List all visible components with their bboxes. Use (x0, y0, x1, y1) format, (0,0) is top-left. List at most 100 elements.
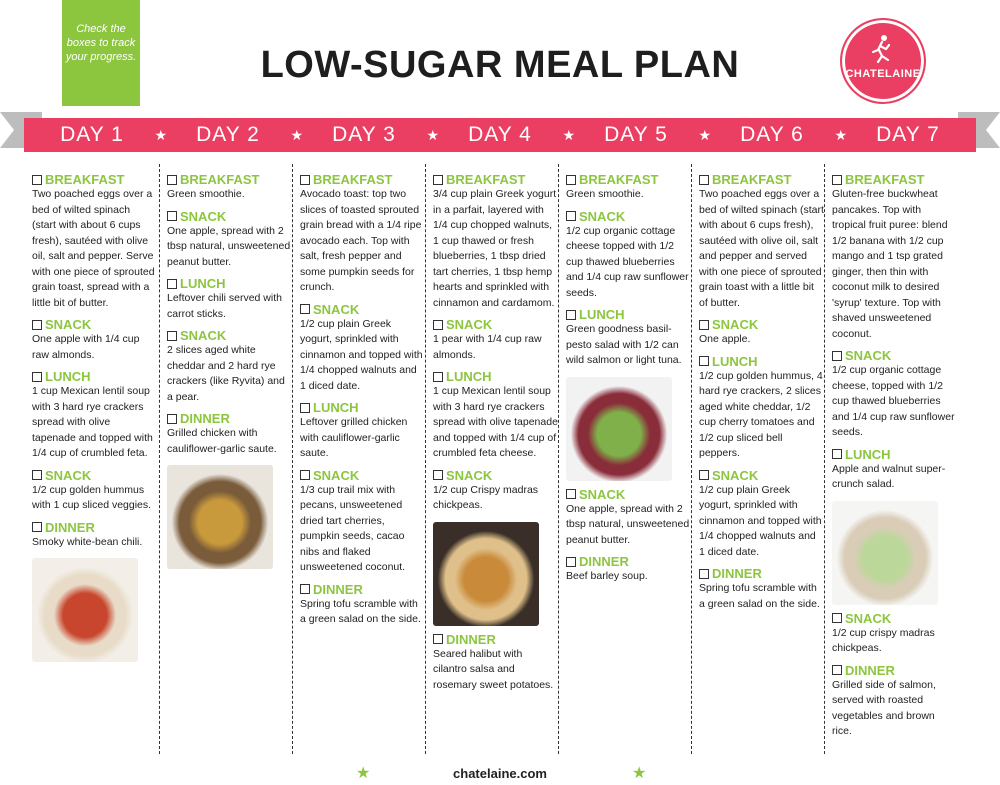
meal-label: SNACK (45, 467, 92, 483)
food-photo (32, 558, 138, 662)
checkbox[interactable] (832, 350, 842, 361)
checkbox[interactable] (832, 665, 842, 675)
checkbox[interactable] (300, 304, 310, 314)
checkbox[interactable] (167, 330, 177, 341)
day-column: BREAKFAST Two poached eggs over a bed of … (32, 164, 159, 754)
meal-columns: BREAKFAST Two poached eggs over a bed of … (32, 164, 968, 754)
checkbox[interactable] (566, 174, 576, 185)
meal-label: SNACK (313, 467, 360, 483)
meal-heading: SNACK (167, 328, 292, 343)
checkbox[interactable] (300, 470, 310, 480)
meal-heading: SNACK (32, 317, 155, 332)
checkbox[interactable] (32, 319, 42, 330)
day-label-text: DAY 3 (332, 123, 396, 146)
food-photo (832, 500, 938, 605)
meal-description: Green goodness basil-pesto salad with 1/… (566, 323, 682, 366)
day-label-text: DAY 2 (196, 123, 260, 146)
meal-heading: SNACK (300, 302, 425, 317)
checkbox[interactable] (167, 174, 177, 185)
meal-description: 1 cup Mexican lentil soup with 3 hard ry… (433, 385, 558, 459)
meal-heading: SNACK (566, 209, 691, 224)
day-column: BREAKFAST Green smoothie. SNACK One apple, … (159, 164, 292, 754)
meal-heading: SNACK (566, 487, 691, 502)
meal-heading: SNACK (832, 611, 957, 626)
meal-description: Smoky white-bean chili. (32, 535, 143, 548)
meal-label: DINNER (712, 566, 762, 581)
meal-label: SNACK (712, 467, 759, 483)
meal-heading: DINNER (566, 554, 691, 569)
day-label: DAY 1 ★ (24, 123, 167, 147)
meal-label: DINNER (45, 519, 95, 535)
meal-heading: DINNER (832, 663, 957, 678)
checkbox[interactable] (167, 211, 177, 221)
checkbox[interactable] (32, 174, 42, 185)
day-column: BREAKFAST Two poached eggs over a bed of … (691, 164, 824, 754)
meal-description: Grilled chicken with cauliflower-garlic … (167, 427, 277, 455)
meal-description: 1/2 cup crispy madras chickpeas. (832, 626, 935, 655)
meal-heading: LUNCH (566, 307, 691, 322)
checkbox[interactable] (566, 556, 576, 567)
meal-heading: SNACK (433, 468, 558, 483)
meal-label: DINNER (313, 581, 363, 597)
checkbox[interactable] (566, 489, 576, 499)
meal-heading: BREAKFAST (832, 172, 957, 187)
checkbox[interactable] (433, 371, 443, 382)
checkbox[interactable] (300, 174, 310, 185)
day-label-text: DAY 6 (740, 123, 804, 146)
meal-label: LUNCH (579, 307, 625, 322)
checkbox[interactable] (832, 449, 842, 459)
checkbox[interactable] (167, 278, 177, 289)
meal-label: LUNCH (180, 276, 226, 291)
checkbox[interactable] (699, 356, 709, 366)
checkbox[interactable] (32, 522, 42, 532)
meal-description: Spring tofu scramble with a green salad … (699, 582, 820, 610)
star-icon: ★ (698, 127, 712, 143)
meal-description: Spring tofu scramble with a green salad … (300, 597, 421, 626)
meal-label: SNACK (446, 317, 493, 332)
checkbox[interactable] (433, 634, 443, 644)
checkbox[interactable] (699, 319, 709, 330)
checkbox[interactable] (433, 174, 443, 185)
meal-description: Gluten-free buckwheat pancakes. Top with… (832, 188, 948, 340)
checkbox[interactable] (832, 174, 842, 185)
meal-description: 1/2 cup plain Greek yogurt, sprinkled wi… (699, 483, 822, 558)
meal-description: One apple with 1/4 cup raw almonds. (32, 333, 140, 361)
meal-heading: SNACK (167, 209, 292, 224)
day-column: BREAKFAST Avocado toast: top two slices o… (292, 164, 425, 754)
star-icon: ★ (290, 127, 304, 143)
meal-label: LUNCH (446, 369, 492, 384)
footer-url[interactable]: chatelaine.com (453, 766, 547, 781)
checkbox[interactable] (167, 413, 177, 424)
meal-description: One apple, spread with 2 tbsp natural, u… (167, 224, 291, 268)
checkbox[interactable] (32, 470, 42, 480)
meal-description: Grilled side of salmon, served with roas… (832, 678, 936, 738)
instruction-note: Check the boxes to track your progress. (62, 0, 140, 106)
meal-label: LUNCH (845, 446, 891, 462)
checkbox[interactable] (699, 470, 709, 480)
meal-heading: SNACK (699, 317, 824, 332)
checkbox[interactable] (566, 211, 576, 221)
checkbox[interactable] (566, 309, 576, 320)
checkbox[interactable] (699, 174, 709, 185)
checkbox[interactable] (300, 402, 310, 413)
meal-heading: BREAKFAST (300, 172, 425, 187)
checkbox[interactable] (832, 613, 842, 623)
meal-heading: BREAKFAST (32, 172, 155, 187)
checkbox[interactable] (300, 584, 310, 594)
day-column: BREAKFAST Gluten-free buckwheat pancakes.… (824, 164, 957, 754)
meal-label: DINNER (180, 411, 230, 426)
meal-heading: LUNCH (167, 276, 292, 291)
meal-description: 1/2 cup organic cottage cheese, topped w… (832, 364, 955, 438)
checkbox[interactable] (699, 568, 709, 579)
checkbox[interactable] (32, 371, 42, 382)
meal-description: 1 cup Mexican lentil soup with 3 hard ry… (32, 385, 153, 459)
meal-description: Leftover chili served with carrot sticks… (167, 292, 282, 320)
day-label: DAY 2 ★ (160, 123, 303, 147)
meal-label: SNACK (712, 317, 759, 332)
meal-heading: SNACK (300, 468, 425, 483)
meal-heading: DINNER (300, 582, 425, 597)
checkbox[interactable] (433, 470, 443, 480)
meal-label: DINNER (579, 554, 629, 569)
day-label: DAY 6 ★ (704, 123, 847, 147)
checkbox[interactable] (433, 319, 443, 330)
